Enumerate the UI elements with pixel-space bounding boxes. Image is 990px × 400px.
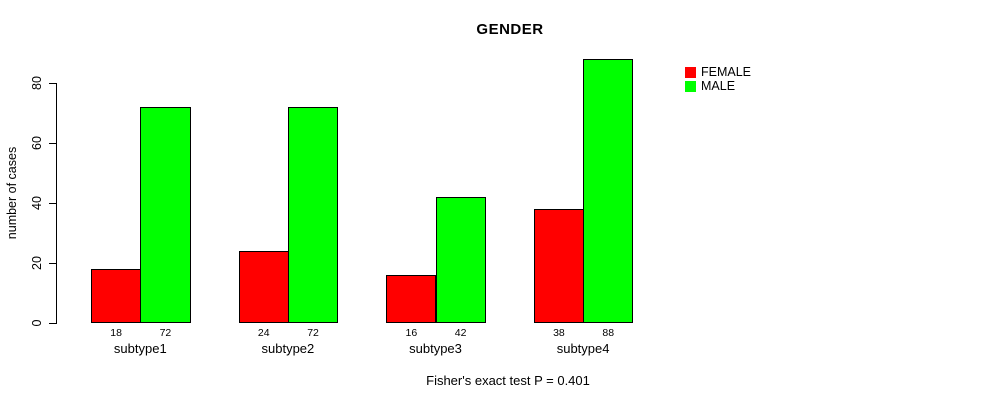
footnote-text: Fisher's exact test P = 0.401 <box>426 373 590 388</box>
legend-label: FEMALE <box>701 65 752 79</box>
y-tick <box>49 323 56 324</box>
bar-value-label: 18 <box>110 327 122 339</box>
bar-male-subtype1 <box>140 107 191 323</box>
y-tick-label: 20 <box>30 256 44 270</box>
category-label-subtype2: subtype2 <box>261 341 315 356</box>
y-tick-label: 60 <box>30 136 44 150</box>
bar-male-subtype4 <box>583 59 634 323</box>
y-tick <box>49 203 56 204</box>
legend-label: MALE <box>701 79 736 93</box>
bar-male-subtype3 <box>435 197 486 323</box>
chart-title: GENDER <box>476 21 544 38</box>
legend-item-male: MALE <box>685 79 751 93</box>
y-tick-label: 80 <box>30 76 44 90</box>
category-label-subtype3: subtype3 <box>409 341 462 356</box>
y-tick-label: 0 <box>30 319 44 327</box>
bar-value-label: 42 <box>454 327 467 339</box>
bar-value-label: 16 <box>405 327 418 339</box>
y-axis-line <box>56 83 57 324</box>
y-axis-label: number of cases <box>5 146 19 240</box>
bar-female-subtype2 <box>238 251 289 323</box>
bar-value-label: 72 <box>159 327 172 339</box>
y-tick <box>49 263 56 264</box>
category-label-subtype1: subtype1 <box>113 341 167 356</box>
bar-value-label: 88 <box>602 327 615 339</box>
bar-female-subtype1 <box>91 269 142 323</box>
bar-male-subtype2 <box>287 107 339 323</box>
legend-swatch-female <box>685 66 696 78</box>
bar-value-label: 24 <box>257 327 270 339</box>
legend-item-female: FEMALE <box>685 65 751 79</box>
legend: FEMALE MALE <box>685 65 751 93</box>
y-tick <box>49 83 56 84</box>
bar-female-subtype4 <box>533 209 585 323</box>
bar-value-label: 38 <box>553 327 565 339</box>
bar-value-label: 72 <box>307 327 319 339</box>
legend-swatch-male <box>685 80 696 92</box>
bar-female-subtype3 <box>386 275 437 323</box>
category-label-subtype4: subtype4 <box>556 341 610 356</box>
y-tick-label: 40 <box>30 196 44 210</box>
y-tick <box>49 143 56 144</box>
